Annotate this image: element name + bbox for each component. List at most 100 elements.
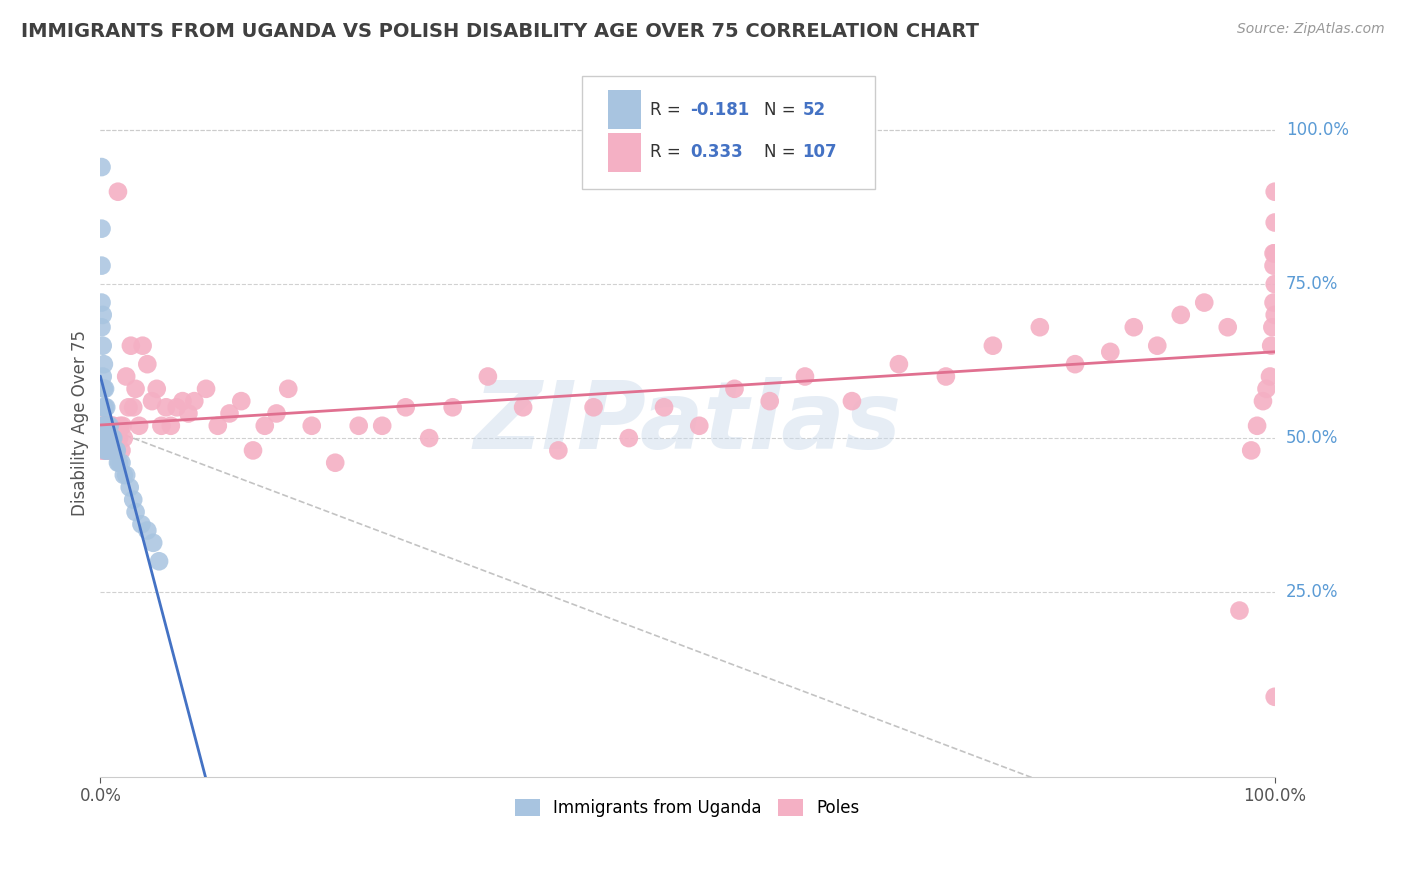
Point [159, 418, 181, 433]
Point [1258, 369, 1281, 384]
Point [90, 431, 112, 445]
Point [100, 431, 122, 445]
Point [1216, 320, 1239, 334]
Point [195, 382, 218, 396]
Point [104, 431, 127, 445]
Point [108, 431, 131, 445]
Legend: Immigrants from Uganda, Poles: Immigrants from Uganda, Poles [506, 790, 869, 825]
Point [97, 418, 120, 433]
Text: Source: ZipAtlas.com: Source: ZipAtlas.com [1237, 22, 1385, 37]
Point [1240, 443, 1263, 458]
Point [96, 418, 118, 433]
Point [94, 382, 117, 396]
Bar [607, 133, 641, 171]
Point [98, 431, 121, 445]
Point [97, 443, 120, 458]
Point [183, 394, 205, 409]
Point [96, 431, 118, 445]
Point [1256, 382, 1278, 396]
Point [97, 431, 120, 445]
Point [115, 468, 138, 483]
Point [90, 259, 112, 273]
Point [91, 401, 114, 415]
FancyBboxPatch shape [582, 76, 876, 189]
Point [96, 443, 118, 458]
Point [136, 524, 159, 538]
Point [124, 382, 146, 396]
Text: N =: N = [763, 101, 801, 119]
Point [1194, 295, 1216, 310]
Point [122, 492, 145, 507]
Point [103, 431, 125, 445]
Point [100, 443, 122, 458]
Point [100, 431, 122, 445]
Point [103, 443, 125, 458]
Point [90, 320, 112, 334]
Point [97, 418, 120, 433]
Point [547, 443, 569, 458]
Point [96, 431, 118, 445]
Point [1064, 357, 1087, 371]
Point [150, 418, 173, 433]
Point [100, 443, 122, 458]
Point [1264, 277, 1286, 292]
Point [101, 431, 124, 445]
Point [98, 431, 121, 445]
Point [131, 339, 153, 353]
Point [1261, 320, 1284, 334]
Point [617, 431, 640, 445]
Point [323, 456, 346, 470]
Point [105, 443, 128, 458]
Point [105, 443, 128, 458]
Point [1264, 308, 1286, 322]
Point [277, 382, 299, 396]
Text: 0.333: 0.333 [690, 143, 742, 161]
Point [107, 456, 129, 470]
Point [231, 394, 253, 409]
Point [96, 418, 118, 433]
Point [582, 401, 605, 415]
Point [91, 443, 114, 458]
Point [1264, 215, 1286, 229]
Point [94, 443, 117, 458]
Point [101, 418, 124, 433]
Point [253, 418, 276, 433]
Point [103, 443, 125, 458]
Point [90, 418, 112, 433]
Point [93, 382, 115, 396]
Point [266, 407, 288, 421]
Point [207, 418, 229, 433]
Point [94, 401, 117, 415]
Point [1229, 603, 1251, 617]
Point [166, 401, 188, 415]
Point [120, 339, 142, 353]
Point [93, 431, 115, 445]
Point [512, 401, 534, 415]
Text: R =: R = [650, 143, 686, 161]
Point [1251, 394, 1274, 409]
Point [136, 357, 159, 371]
Point [1263, 246, 1285, 260]
Point [177, 407, 200, 421]
Point [90, 221, 112, 235]
Point [1099, 344, 1122, 359]
Text: -0.181: -0.181 [690, 101, 749, 119]
Point [1146, 339, 1168, 353]
Point [96, 418, 118, 433]
Point [794, 369, 817, 384]
Point [1264, 185, 1286, 199]
Point [96, 443, 118, 458]
Point [841, 394, 863, 409]
Y-axis label: Disability Age Over 75: Disability Age Over 75 [72, 330, 89, 516]
Text: R =: R = [650, 101, 686, 119]
Point [117, 401, 139, 415]
Point [155, 401, 177, 415]
Point [93, 401, 115, 415]
Point [90, 295, 112, 310]
Point [1170, 308, 1192, 322]
Point [652, 401, 675, 415]
Point [93, 418, 115, 433]
Point [124, 505, 146, 519]
Point [91, 339, 114, 353]
Point [93, 418, 115, 433]
